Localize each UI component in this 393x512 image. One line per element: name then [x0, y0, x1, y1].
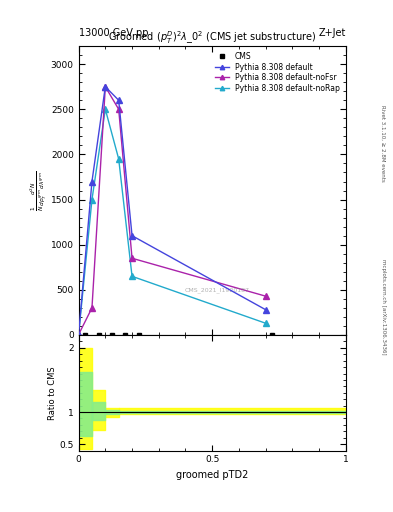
Pythia 8.308 default-noRap — [116, 156, 121, 162]
Pythia 8.308 default-noRap — [263, 320, 268, 326]
Pythia 8.308 default — [103, 83, 108, 90]
Text: 13000 GeV pp: 13000 GeV pp — [79, 28, 148, 38]
CMS — [83, 331, 88, 337]
Pythia 8.308 default — [116, 97, 121, 103]
Legend: CMS, Pythia 8.308 default, Pythia 8.308 default-noFsr, Pythia 8.308 default-noRa: CMS, Pythia 8.308 default, Pythia 8.308 … — [213, 50, 342, 95]
Line: CMS: CMS — [83, 332, 274, 336]
Text: Rivet 3.1.10, ≥ 2.8M events: Rivet 3.1.10, ≥ 2.8M events — [381, 105, 386, 182]
Pythia 8.308 default-noFsr — [130, 255, 134, 261]
Y-axis label: $\frac{1}{N}\frac{d^2N}{dp_T^{grm}\,d\lambda^{grm}}$: $\frac{1}{N}\frac{d^2N}{dp_T^{grm}\,d\la… — [29, 170, 50, 211]
Pythia 8.308 default-noFsr — [103, 83, 108, 90]
Pythia 8.308 default-noFsr — [116, 106, 121, 112]
CMS — [136, 331, 141, 337]
Line: Pythia 8.308 default-noFsr: Pythia 8.308 default-noFsr — [76, 84, 268, 337]
Pythia 8.308 default-noFsr — [90, 305, 94, 311]
Text: mcplots.cern.ch [arXiv:1306.3436]: mcplots.cern.ch [arXiv:1306.3436] — [381, 260, 386, 355]
CMS — [110, 331, 114, 337]
Pythia 8.308 default-noFsr — [263, 293, 268, 299]
CMS — [96, 331, 101, 337]
Pythia 8.308 default-noRap — [103, 106, 108, 112]
Text: Z+Jet: Z+Jet — [318, 28, 346, 38]
Y-axis label: Ratio to CMS: Ratio to CMS — [48, 366, 57, 420]
CMS — [123, 331, 128, 337]
Pythia 8.308 default — [130, 232, 134, 239]
Pythia 8.308 default-noRap — [76, 331, 81, 337]
CMS — [270, 331, 275, 337]
Pythia 8.308 default-noFsr — [76, 331, 81, 337]
X-axis label: groomed pTD2: groomed pTD2 — [176, 470, 248, 480]
Pythia 8.308 default-noRap — [90, 197, 94, 203]
Pythia 8.308 default — [263, 307, 268, 313]
Title: Groomed $(p_T^D)^2\lambda\_0^2$ (CMS jet substructure): Groomed $(p_T^D)^2\lambda\_0^2$ (CMS jet… — [108, 29, 316, 46]
Line: Pythia 8.308 default: Pythia 8.308 default — [76, 84, 268, 337]
Line: Pythia 8.308 default-noRap: Pythia 8.308 default-noRap — [76, 106, 268, 337]
Pythia 8.308 default — [76, 331, 81, 337]
Pythia 8.308 default-noRap — [130, 273, 134, 280]
Pythia 8.308 default — [90, 179, 94, 185]
Text: CMS_2021_I1920187: CMS_2021_I1920187 — [185, 288, 250, 293]
